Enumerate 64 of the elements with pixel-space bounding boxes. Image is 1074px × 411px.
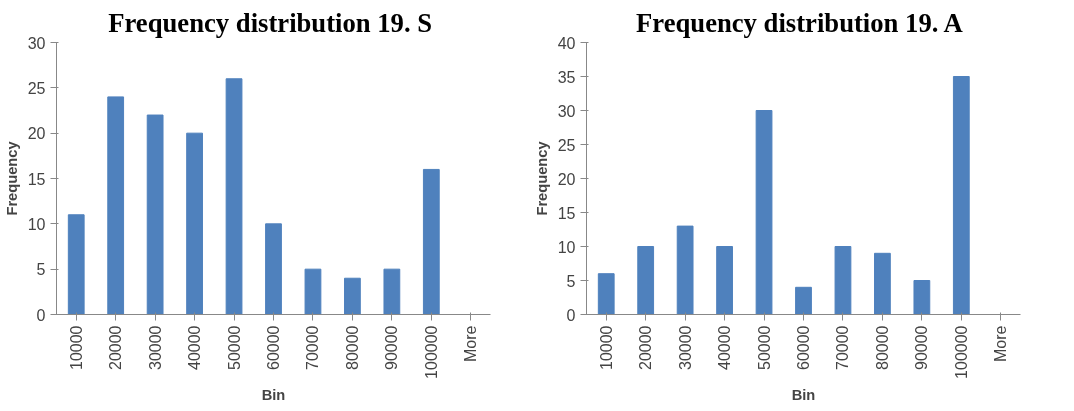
y-tick-label: 20 (557, 170, 576, 188)
bar (795, 286, 812, 315)
x-tick-label: 100000 (952, 325, 970, 379)
y-tick-label: 5 (36, 261, 46, 279)
chart-title: Frequency distribution 19. S (108, 7, 433, 38)
bar (952, 76, 970, 315)
x-tick-label: More (992, 325, 1010, 362)
x-tick-label: 70000 (834, 325, 852, 370)
bar (344, 277, 361, 315)
y-axis-title: Frequency (3, 140, 20, 216)
bar (304, 268, 322, 315)
y-tick-label: 30 (27, 34, 46, 52)
x-tick-label: 80000 (343, 325, 361, 370)
x-tick-label: 10000 (597, 325, 615, 370)
bar (637, 246, 655, 315)
bar (107, 96, 125, 315)
y-tick-label: 0 (36, 306, 46, 324)
bar (676, 225, 694, 315)
bar (597, 273, 615, 315)
bar (913, 280, 931, 315)
bar (67, 214, 85, 315)
bar (834, 246, 852, 315)
y-tick-label: 40 (557, 34, 576, 52)
x-tick-label: 60000 (265, 325, 282, 370)
x-tick-label: 80000 (873, 325, 891, 370)
x-tick-label: More (462, 325, 480, 362)
y-tick-label: 35 (557, 68, 576, 86)
x-tick-label: 40000 (186, 325, 204, 370)
x-tick-label: 100000 (422, 325, 440, 379)
bar (265, 223, 282, 315)
bar (755, 110, 773, 315)
x-tick-label: 40000 (716, 325, 734, 370)
y-tick-label: 15 (557, 204, 576, 222)
x-tick-label: 10000 (67, 325, 85, 370)
y-tick-label: 5 (566, 272, 576, 290)
x-tick-label: 30000 (146, 325, 164, 370)
x-tick-label: 50000 (755, 325, 773, 370)
x-tick-label: 60000 (795, 325, 812, 370)
y-tick-label: 30 (557, 102, 576, 120)
y-tick-label: 10 (557, 238, 576, 256)
bar (146, 114, 164, 315)
x-tick-label: 20000 (637, 325, 655, 370)
x-tick-label: 90000 (913, 325, 931, 370)
bar (716, 246, 733, 315)
y-tick-label: 20 (27, 125, 46, 143)
y-axis-title: Frequency (533, 140, 550, 216)
y-tick-label: 25 (557, 136, 576, 154)
y-tick-label: 0 (566, 306, 576, 324)
y-tick-label: 10 (27, 215, 46, 233)
x-axis-title: Bin (261, 386, 286, 403)
y-tick-label: 15 (27, 170, 46, 188)
bar (186, 132, 203, 315)
x-tick-label: 20000 (107, 325, 125, 370)
x-axis-title: Bin (791, 386, 816, 403)
bar (383, 268, 401, 315)
y-tick-label: 25 (27, 79, 46, 97)
chart-title: Frequency distribution 19. A (636, 7, 964, 38)
x-tick-label: 90000 (383, 325, 401, 370)
x-tick-label: 70000 (304, 325, 322, 370)
bar (874, 252, 891, 315)
x-tick-label: 50000 (225, 325, 243, 370)
bar (225, 78, 243, 315)
bar (422, 168, 440, 315)
x-tick-label: 30000 (676, 325, 694, 370)
